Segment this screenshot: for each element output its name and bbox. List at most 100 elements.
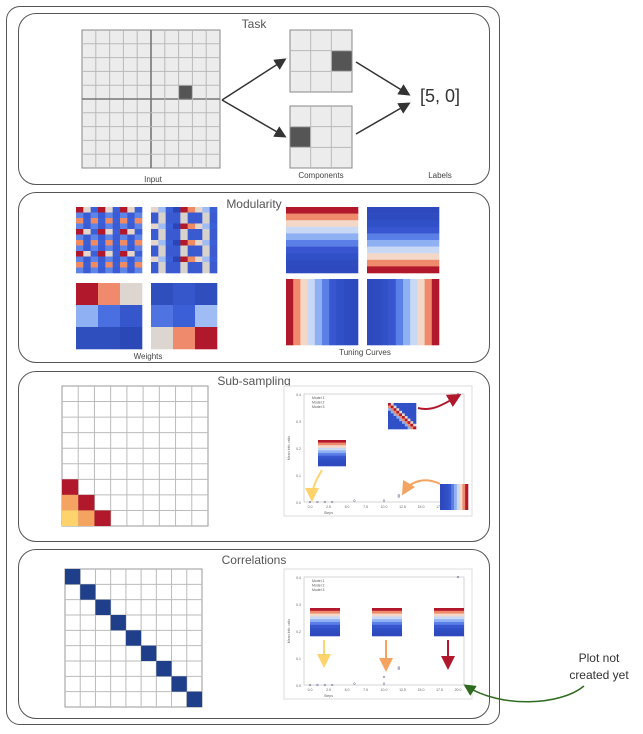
- inset-band: [372, 613, 402, 617]
- x-tick-label: 17.5: [436, 688, 443, 692]
- heat-cell: [83, 251, 91, 257]
- heat-cell: [165, 207, 174, 213]
- diagonal-cell: [110, 615, 126, 631]
- heat-cell: [187, 251, 196, 257]
- heat-cell: [76, 262, 84, 268]
- inset-cell: [388, 423, 392, 427]
- heat-cell: [90, 212, 99, 219]
- heat-cell: [76, 251, 84, 257]
- inset-band: [434, 610, 464, 614]
- inset-cell: [396, 413, 400, 417]
- heat-cell: [134, 234, 143, 241]
- heat-cell: [112, 240, 121, 246]
- heat-cell: [112, 234, 121, 241]
- heat-cell: [202, 245, 210, 252]
- diagonal-cell: [80, 584, 96, 600]
- x-tick-label: 7.5: [363, 688, 368, 692]
- heat-cell: [286, 207, 359, 214]
- inset-cell: [390, 403, 394, 406]
- inset-cell: [393, 421, 397, 425]
- y-tick-label: 0.0: [296, 501, 301, 505]
- inset-band: [440, 484, 444, 510]
- inset-band: [372, 610, 402, 614]
- heat-cell: [151, 305, 174, 328]
- inset-band: [454, 484, 458, 510]
- inset-cell: [407, 405, 411, 409]
- heat-cell: [83, 240, 91, 246]
- data-point: [323, 683, 326, 687]
- heat-cell: [127, 267, 135, 274]
- heat-cell: [83, 262, 91, 268]
- heat-cell: [180, 256, 188, 263]
- heat-cell: [195, 283, 218, 306]
- heat-cell: [187, 256, 196, 263]
- data-point: [397, 667, 400, 670]
- heat-cell: [286, 253, 359, 261]
- inset-band: [310, 610, 340, 614]
- heat-cell: [165, 234, 174, 241]
- grid-cell-active: [62, 479, 79, 495]
- x-tick-label: 5.0: [345, 505, 350, 509]
- sub-inset-vertical: [440, 484, 469, 510]
- diagonal-cell: [156, 661, 172, 677]
- inset-cell: [396, 408, 400, 412]
- inset-cell: [402, 410, 406, 414]
- inset-cell: [393, 418, 397, 422]
- inset-band: [459, 484, 463, 510]
- cor-inset-2: [372, 608, 402, 637]
- inset-cell: [413, 405, 417, 409]
- heat-cell: [90, 267, 99, 274]
- heat-cell: [180, 207, 188, 213]
- heat-cell: [367, 213, 440, 221]
- heat-cell: [180, 218, 188, 224]
- heat-cell: [209, 218, 218, 224]
- data-point: [382, 499, 386, 502]
- subsampling-grid: [61, 385, 209, 527]
- inset-cell: [388, 413, 392, 417]
- inset-band: [434, 633, 464, 637]
- inset-band: [434, 619, 464, 623]
- heat-cell: [165, 223, 174, 230]
- grid-cell-active: [78, 510, 95, 526]
- heat-cell: [98, 229, 106, 235]
- x-tick-label: 15.0: [418, 688, 425, 692]
- inset-cell: [407, 408, 411, 412]
- inset-cell: [393, 423, 397, 427]
- heat-cell: [151, 251, 159, 257]
- heat-cell: [127, 262, 135, 268]
- heat-cell: [134, 240, 143, 246]
- heat-cell: [293, 279, 301, 346]
- labels-caption: Labels: [428, 171, 452, 180]
- heat-cell: [158, 229, 166, 235]
- heat-cell: [76, 240, 84, 246]
- heat-cell: [76, 283, 99, 306]
- heat-cell: [105, 223, 113, 230]
- inset-cell: [388, 408, 392, 412]
- heat-cell: [202, 251, 210, 257]
- heat-cell: [105, 256, 113, 263]
- inset-cell: [393, 426, 397, 430]
- x-axis-label: Steps: [324, 694, 333, 698]
- inset-cell: [402, 421, 406, 425]
- inset-cell: [402, 403, 406, 406]
- inset-cell: [404, 418, 408, 422]
- diagonal-cell: [95, 599, 111, 615]
- data-point: [456, 575, 460, 579]
- arrow-top-to-label: [355, 61, 411, 96]
- heat-cell: [120, 212, 128, 219]
- inset-band: [445, 484, 449, 510]
- inset-cell: [404, 421, 408, 425]
- heat-cell: [165, 262, 174, 268]
- inset-cell: [396, 416, 400, 419]
- inset-cell: [393, 413, 397, 417]
- heat-cell: [151, 283, 174, 306]
- tuning-horizontal-2: [367, 207, 440, 274]
- heat-cell: [120, 256, 128, 263]
- heat-cell: [120, 229, 128, 235]
- heat-cell: [180, 267, 188, 274]
- inset-cell: [404, 410, 408, 414]
- inset-cell: [413, 418, 417, 422]
- inset-cell: [404, 413, 408, 417]
- outer-frame: [6, 6, 500, 725]
- heat-cell: [112, 207, 121, 213]
